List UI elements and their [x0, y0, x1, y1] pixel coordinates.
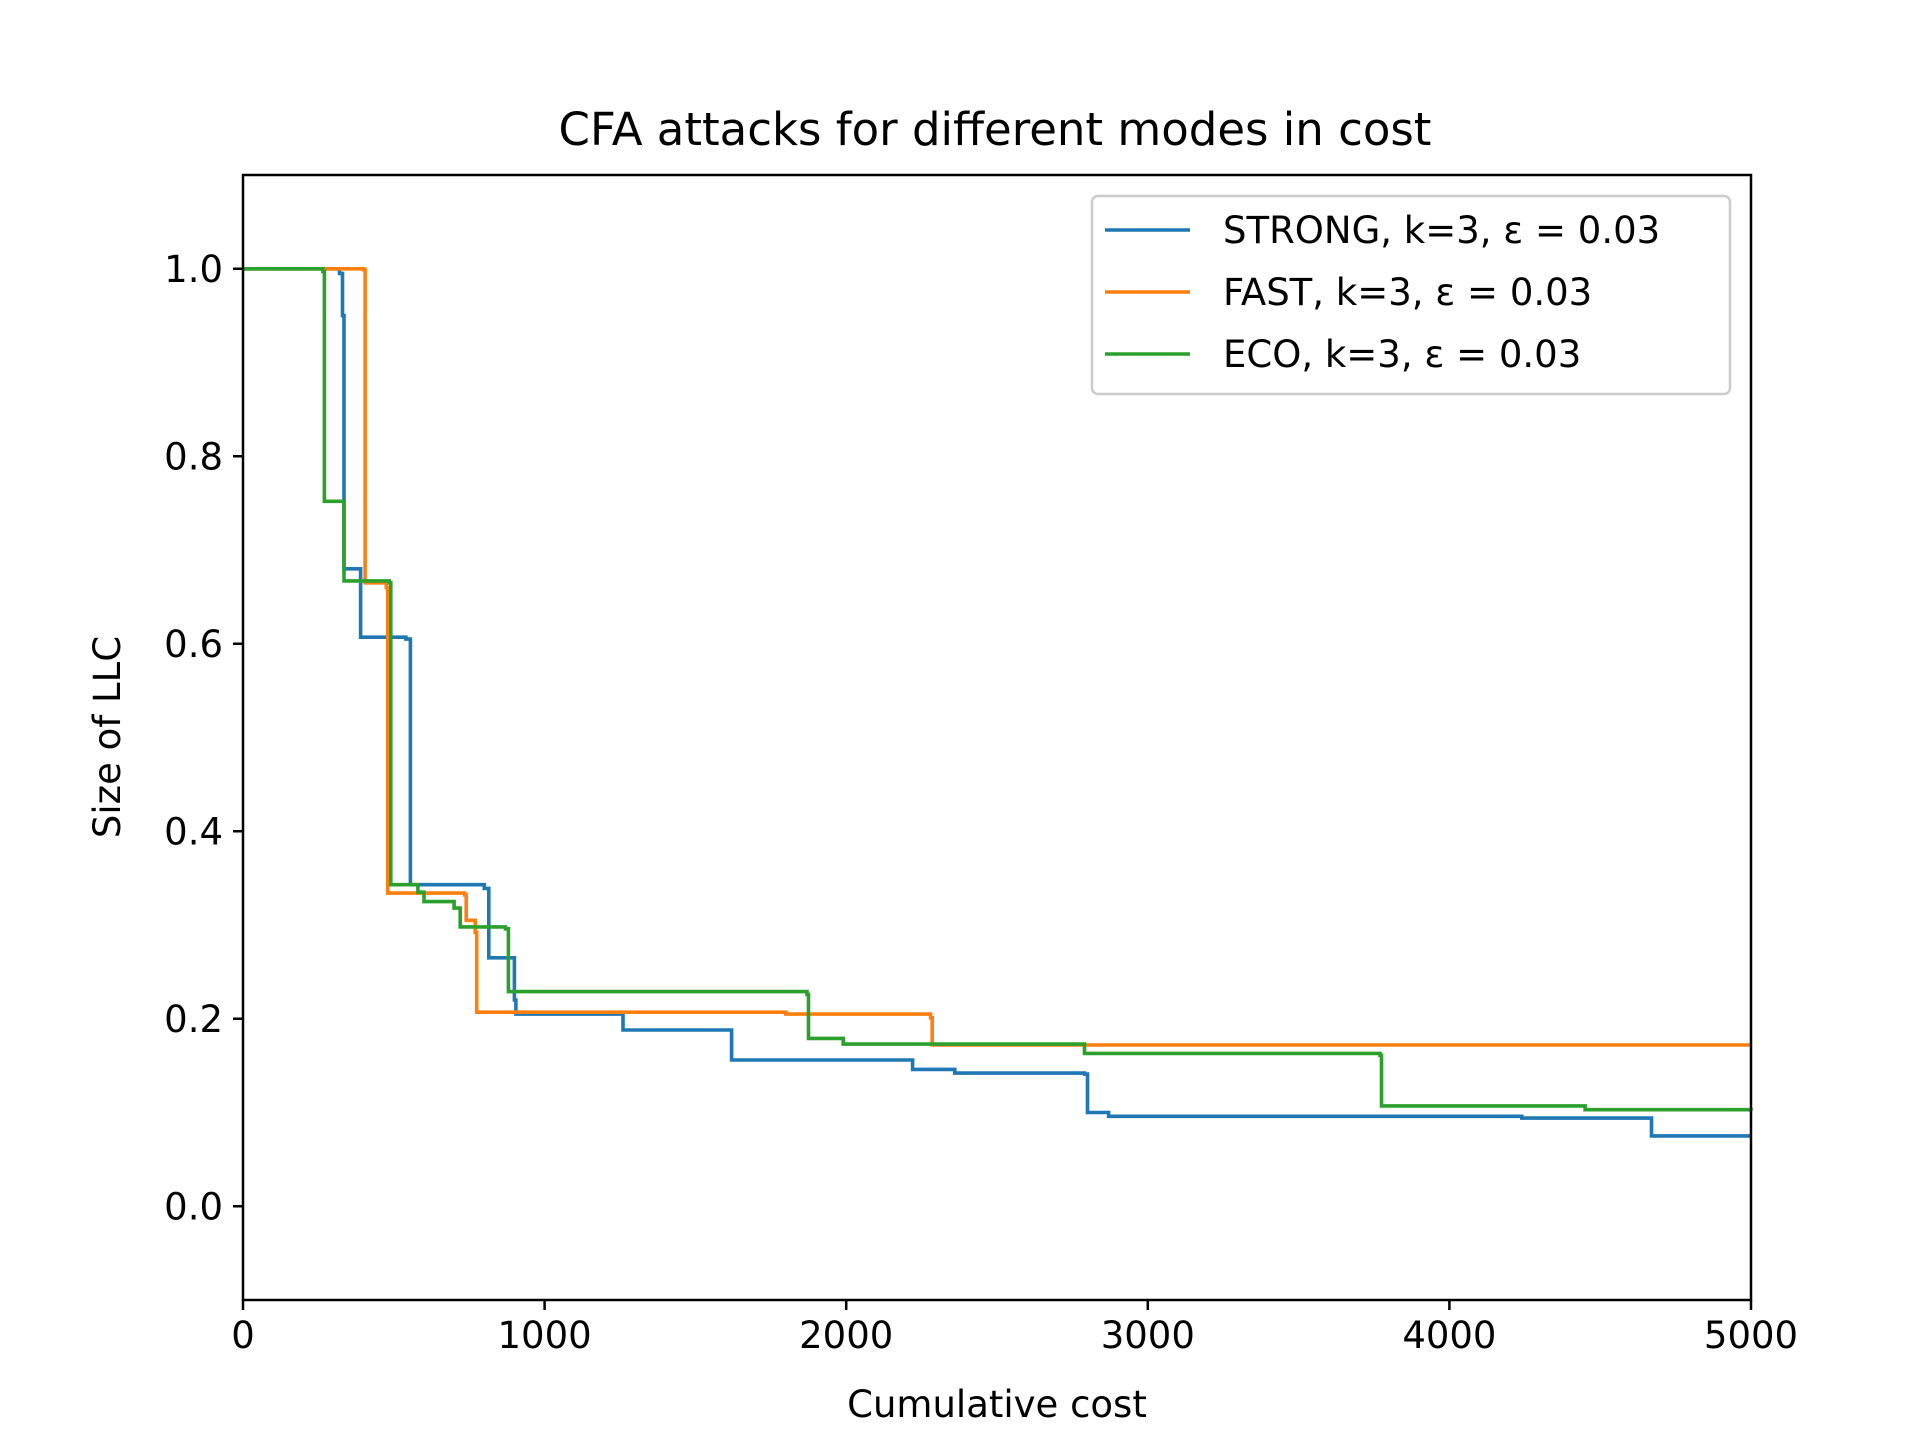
- x-tick-label: 5000: [1704, 1314, 1798, 1357]
- x-tick-label: 3000: [1101, 1314, 1195, 1357]
- legend: STRONG, k=3, ε = 0.03 FAST, k=3, ε = 0.03…: [1090, 194, 1732, 396]
- plot-frame: [241, 173, 1753, 1302]
- plot-area: [243, 267, 1753, 1138]
- x-tick-label: 4000: [1402, 1314, 1496, 1357]
- series-line-0: [243, 267, 1751, 1138]
- y-tick-label: 0.6: [164, 623, 223, 666]
- y-tick-label: 0.2: [164, 998, 223, 1041]
- y-tick-label: 0.0: [164, 1185, 223, 1228]
- legend-label-2: ECO, k=3, ε = 0.03: [1223, 333, 1581, 376]
- legend-box: [1090, 194, 1732, 396]
- legend-label-0: STRONG, k=3, ε = 0.03: [1223, 209, 1660, 252]
- x-tick-label: 1000: [498, 1314, 592, 1357]
- x-tick-label: 0: [231, 1314, 255, 1357]
- y-tick-label: 0.4: [164, 810, 223, 853]
- series-line-2: [243, 267, 1753, 1112]
- legend-label-1: FAST, k=3, ε = 0.03: [1223, 271, 1592, 314]
- y-axis: 0.0 0.2 0.4 0.6 0.8 1.0: [164, 248, 243, 1228]
- y-tick-label: 0.8: [164, 435, 223, 478]
- x-tick-label: 2000: [799, 1314, 893, 1357]
- y-tick-label: 1.0: [164, 248, 223, 291]
- x-axis-title: Cumulative cost: [847, 1383, 1147, 1426]
- series-line-1: [243, 267, 1751, 1047]
- x-axis: 0 1000 2000 3000 4000 5000: [231, 1300, 1798, 1357]
- chart-title: CFA attacks for different modes in cost: [559, 103, 1432, 156]
- y-axis-title: Size of LLC: [86, 636, 129, 838]
